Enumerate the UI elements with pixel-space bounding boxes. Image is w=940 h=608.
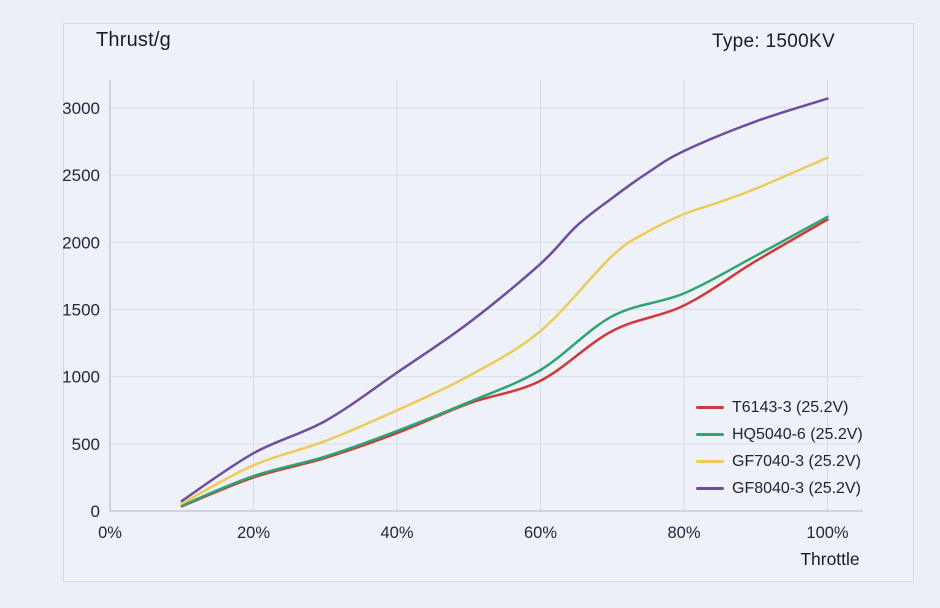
motor-type-label: Type: 1500KV — [712, 31, 835, 52]
legend-item: HQ5040-6 (25.2V) — [696, 421, 863, 448]
legend-line-swatch — [696, 433, 724, 436]
legend-item: GF7040-3 (25.2V) — [696, 448, 863, 475]
y-tick-label: 1500 — [62, 301, 100, 320]
legend-line-swatch — [696, 460, 724, 463]
legend-label: GF8040-3 (25.2V) — [732, 479, 861, 497]
y-tick-label: 1000 — [62, 368, 100, 387]
legend-label: T6143-3 (25.2V) — [732, 398, 849, 416]
legend-line-swatch — [696, 487, 724, 490]
y-tick-label: 500 — [72, 435, 100, 454]
legend-label: HQ5040-6 (25.2V) — [732, 425, 863, 443]
legend-item: T6143-3 (25.2V) — [696, 394, 863, 421]
curve-gf7040-3-25-2v — [180, 156, 829, 505]
x-axis-title: Throttle — [800, 549, 860, 569]
y-tick-label: 2000 — [62, 233, 100, 252]
x-tick-label: 60% — [524, 524, 557, 542]
y-axis-title: Thrust/g — [96, 29, 171, 51]
legend-line-swatch — [696, 406, 724, 409]
x-tick-label: 80% — [667, 524, 700, 542]
legend-label: GF7040-3 (25.2V) — [732, 452, 861, 470]
x-tick-label: 40% — [380, 524, 413, 542]
x-tick-label: 0% — [98, 524, 122, 542]
y-tick-label: 0 — [91, 502, 100, 521]
y-tick-label: 2500 — [62, 166, 100, 185]
curve-gf8040-3-25-2v — [180, 97, 829, 503]
x-tick-label: 20% — [237, 524, 270, 542]
legend-item: GF8040-3 (25.2V) — [696, 475, 863, 502]
curve-t6143-3-25-2v — [180, 218, 829, 508]
y-tick-label: 3000 — [62, 99, 100, 118]
chart-legend: T6143-3 (25.2V) HQ5040-6 (25.2V) GF7040-3 … — [696, 394, 863, 502]
curve-hq5040-6-25-2v — [180, 215, 829, 507]
x-tick-label: 100% — [806, 524, 849, 542]
